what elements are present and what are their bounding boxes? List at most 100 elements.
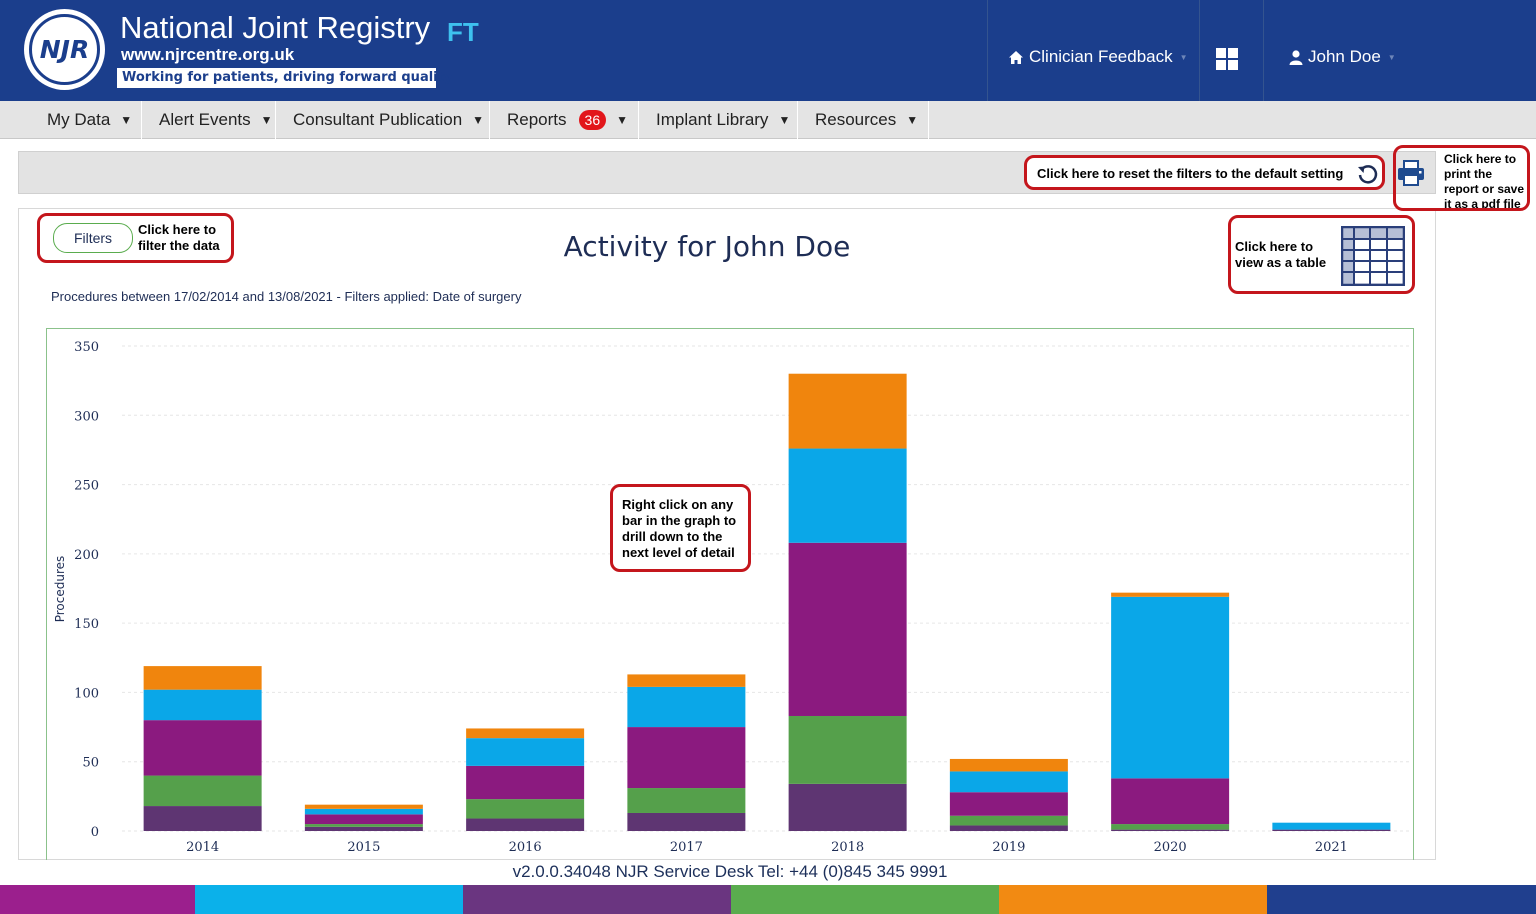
bar-segment[interactable] [627, 788, 746, 813]
page-title: Activity for John Doe [563, 230, 851, 263]
y-tick-label: 150 [74, 617, 99, 632]
chart-container: 0 50 100 150 200 250 300 350 Procedures 2014 2015 2… [46, 328, 1414, 860]
home-icon [1009, 50, 1023, 64]
table-view-button[interactable] [1340, 225, 1406, 290]
activity-chart[interactable]: 0 50 100 150 200 250 300 350 Procedures 2014 2015 2… [47, 329, 1415, 861]
stripe-segment [463, 885, 731, 914]
bar-segment[interactable] [466, 818, 585, 831]
brand-suffix: FT [447, 17, 479, 47]
bar-segment[interactable] [1111, 592, 1230, 597]
bar-segment[interactable] [949, 758, 1068, 772]
nav-implant-library[interactable]: Implant Library ▼ [639, 101, 798, 139]
bar-segment[interactable] [143, 775, 262, 807]
y-tick-label: 200 [74, 548, 99, 563]
top-header: NJR National Joint Registry FT www.njrce… [0, 0, 1536, 101]
bar-segment[interactable] [788, 715, 907, 784]
y-tick-label: 300 [74, 409, 99, 424]
bar-segment[interactable] [466, 799, 585, 819]
y-tick-label: 250 [74, 479, 99, 494]
njr-logo[interactable]: NJR [24, 9, 105, 90]
filters-callout: Filters Click here to filter the data [37, 213, 234, 263]
chevron-down-icon: ▼ [260, 113, 273, 127]
x-tick-label: 2015 [347, 840, 380, 855]
user-menu[interactable]: John Doe ▼ [1289, 47, 1396, 67]
y-axis-label: Procedures [53, 556, 67, 623]
main-nav: My Data ▼ Alert Events ▼ Consultant Publ… [0, 101, 1536, 139]
bar-segment[interactable] [1272, 822, 1391, 830]
print-callout: Click here to print the report or save i… [1393, 145, 1530, 211]
reset-filters-button[interactable] [1355, 162, 1379, 191]
bar-segment[interactable] [1111, 778, 1230, 825]
logo-text: NJR [29, 14, 100, 85]
grid-icon [1216, 48, 1238, 70]
x-tick-label: 2018 [831, 840, 864, 855]
x-tick-label: 2021 [1315, 840, 1348, 855]
stripe-segment [1267, 885, 1536, 914]
brand-url: www.njrcentre.org.uk [121, 45, 295, 64]
bar-segment[interactable] [466, 728, 585, 739]
bar-segment[interactable] [788, 783, 907, 831]
nav-my-data[interactable]: My Data ▼ [30, 101, 142, 139]
nav-label: Consultant Publication [293, 110, 463, 129]
bar-segment[interactable] [304, 814, 423, 825]
chevron-down-icon: ▼ [906, 113, 919, 127]
bar-segment[interactable] [1111, 824, 1230, 830]
bar-segment[interactable] [627, 686, 746, 728]
nav-resources[interactable]: Resources ▼ [798, 101, 929, 139]
bar-segment[interactable] [466, 738, 585, 766]
y-tick-label: 100 [74, 686, 99, 701]
table-icon [1340, 225, 1406, 287]
brand-title: National Joint Registry [120, 10, 431, 45]
nav-consultant-publication[interactable]: Consultant Publication ▼ [276, 101, 490, 139]
clinician-feedback-menu[interactable]: Clinician Feedback ▼ [1008, 47, 1188, 67]
bar-segment[interactable] [627, 674, 746, 687]
filters-button[interactable]: Filters [53, 223, 133, 253]
bar-segment[interactable] [949, 771, 1068, 793]
reset-icon [1358, 165, 1378, 184]
print-button[interactable] [1397, 159, 1425, 192]
user-name: John Doe [1308, 47, 1381, 66]
filters-callout-text: Click here to filter the data [138, 222, 220, 253]
bar-segment[interactable] [143, 720, 262, 776]
y-tick-label: 350 [74, 340, 99, 355]
reset-callout-text: Click here to reset the filters to the d… [1037, 166, 1344, 181]
nav-alert-events[interactable]: Alert Events ▼ [142, 101, 276, 139]
bar-segment[interactable] [627, 812, 746, 831]
grid-menu-button[interactable] [1216, 48, 1238, 75]
bar-segment[interactable] [304, 808, 423, 815]
stripe-segment [999, 885, 1267, 914]
bar-segment[interactable] [143, 666, 262, 690]
stripe-segment [195, 885, 463, 914]
bar-segment[interactable] [143, 689, 262, 721]
bar-segment[interactable] [304, 804, 423, 809]
bar-segment[interactable] [788, 448, 907, 543]
x-tick-label: 2017 [670, 840, 703, 855]
chevron-down-icon: ▼ [1387, 52, 1396, 62]
table-callout-text: Click here to view as a table [1235, 239, 1327, 270]
bar-segment[interactable] [1111, 596, 1230, 779]
nav-reports[interactable]: Reports 36 ▼ [490, 101, 639, 139]
bar-segment[interactable] [1272, 829, 1391, 831]
bar-segment[interactable] [949, 792, 1068, 816]
bar-segment[interactable] [788, 373, 907, 449]
nav-label: Resources [815, 110, 897, 129]
bar-segment[interactable] [143, 806, 262, 831]
stripe-segment [731, 885, 999, 914]
bar-segment[interactable] [304, 826, 423, 831]
bar-segment[interactable] [466, 765, 585, 800]
bar-segment[interactable] [949, 825, 1068, 831]
reset-filters-callout: Click here to reset the filters to the d… [1024, 155, 1385, 190]
drill-callout-text: Right click on any bar in the graph to d… [622, 497, 737, 560]
bar-segment[interactable] [949, 815, 1068, 826]
report-subtitle: Procedures between 17/02/2014 and 13/08/… [51, 289, 522, 304]
bar-segment[interactable] [304, 824, 423, 827]
nav-label: Reports [507, 110, 567, 129]
bar-segment[interactable] [627, 727, 746, 789]
header-divider [1263, 0, 1264, 101]
bar-segment[interactable] [1111, 829, 1230, 831]
nav-label: My Data [47, 110, 111, 129]
header-divider [987, 0, 988, 101]
bar-segment[interactable] [788, 542, 907, 716]
x-tick-label: 2016 [509, 840, 542, 855]
